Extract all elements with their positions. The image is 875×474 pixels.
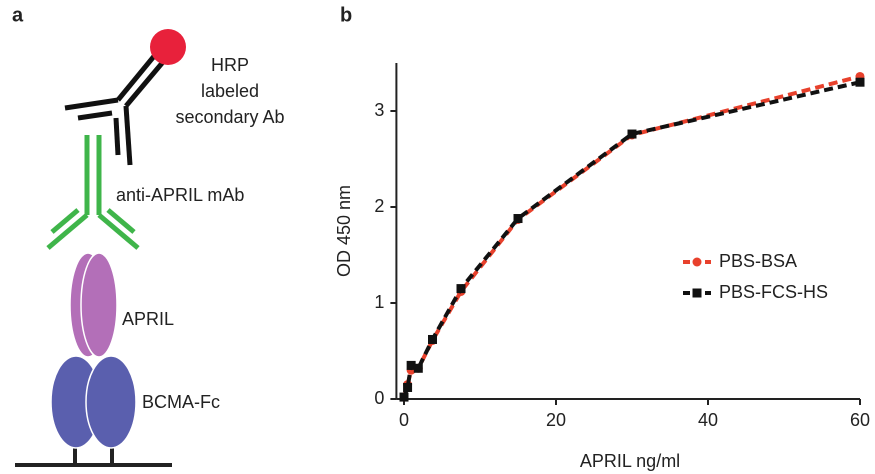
x-axis-label: APRIL ng/ml xyxy=(580,451,680,471)
x-tick-label: 60 xyxy=(850,410,870,430)
x-tick-label: 20 xyxy=(546,410,566,430)
diagram-label: secondary Ab xyxy=(175,107,284,127)
panel-label: b xyxy=(340,4,352,26)
y-tick-label: 1 xyxy=(374,292,384,312)
april xyxy=(80,252,118,358)
point xyxy=(406,360,416,370)
diagram-label: APRIL xyxy=(122,309,174,329)
point xyxy=(413,363,423,373)
y-axis-label: OD 450 nm xyxy=(334,185,354,277)
legend-label: PBS-FCS-HS xyxy=(719,282,828,302)
y-tick-label: 3 xyxy=(374,100,384,120)
point xyxy=(403,382,413,392)
series-line xyxy=(402,74,861,398)
x-tick-label: 0 xyxy=(399,410,409,430)
diagram-label: HRP xyxy=(211,55,249,75)
y-tick-label: 2 xyxy=(374,196,384,216)
diagram-label: labeled xyxy=(201,81,259,101)
secondary-ab xyxy=(64,53,165,166)
legend-marker xyxy=(692,257,702,267)
point xyxy=(627,129,637,139)
mab xyxy=(46,135,140,250)
legend-label: PBS-BSA xyxy=(719,251,797,271)
point xyxy=(513,214,523,224)
point xyxy=(428,334,437,344)
series-line xyxy=(402,80,861,398)
point xyxy=(399,392,409,402)
diagram-label: anti-APRIL mAb xyxy=(116,185,244,205)
panel-label: a xyxy=(12,4,24,26)
y-tick-label: 0 xyxy=(374,388,384,408)
legend-marker xyxy=(692,288,702,298)
diagram xyxy=(15,29,186,467)
point xyxy=(855,77,865,87)
point xyxy=(456,284,466,294)
bcma xyxy=(85,355,137,449)
x-tick-label: 40 xyxy=(698,410,718,430)
diagram-label: BCMA-Fc xyxy=(142,392,220,412)
hrp xyxy=(150,29,186,65)
